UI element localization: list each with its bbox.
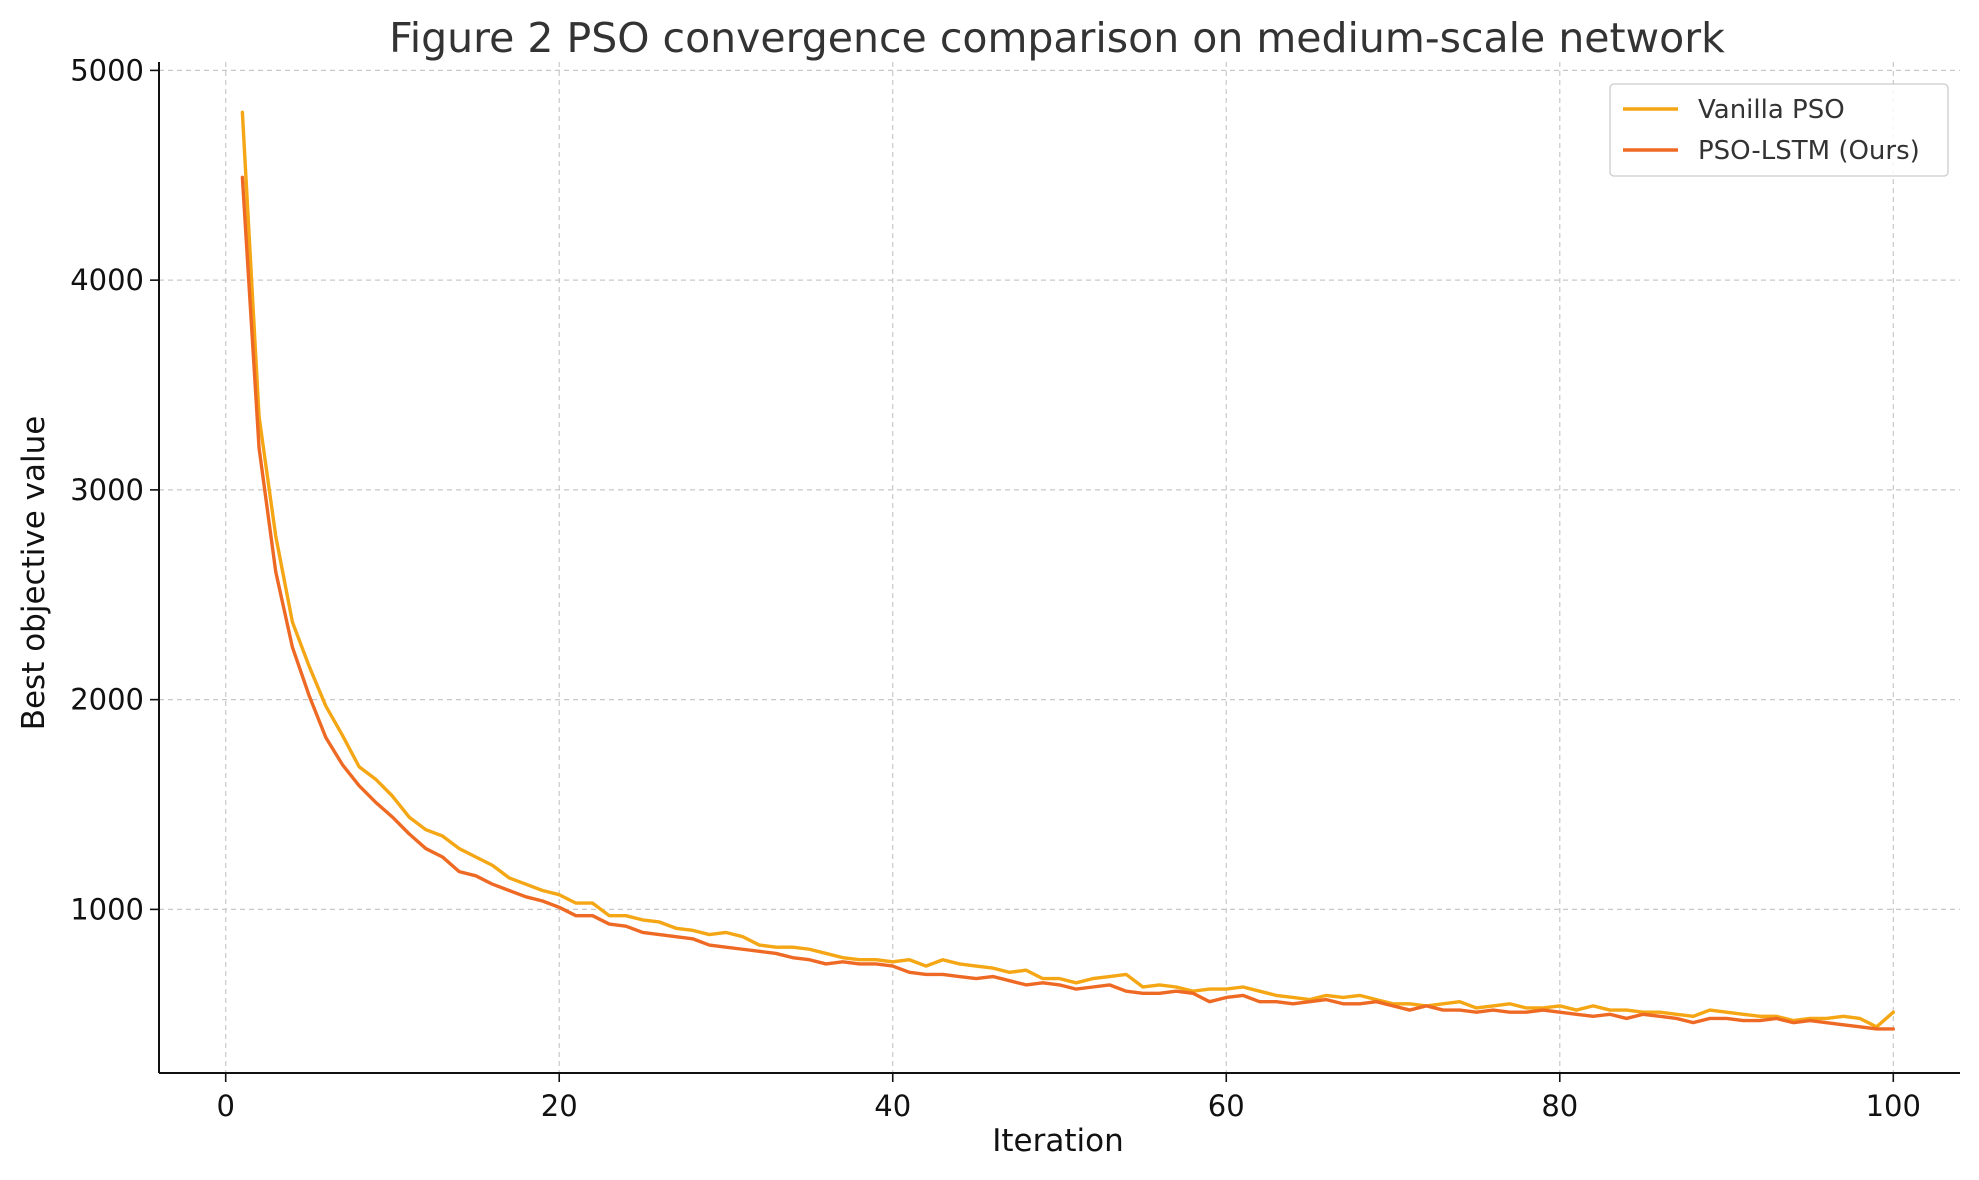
y-tick-label: 3000 (70, 473, 144, 507)
x-tick-label: 60 (1208, 1089, 1245, 1123)
x-tick-label: 40 (874, 1089, 911, 1123)
y-axis-label: Best objective value (16, 416, 52, 731)
y-tick-label: 2000 (70, 683, 144, 717)
series-lines (240, 110, 1896, 1031)
x-tick-label: 20 (541, 1089, 578, 1123)
series-line-pso-lstm (240, 175, 1896, 1031)
grid (159, 62, 1960, 1073)
x-tick-label: 0 (216, 1089, 234, 1123)
axes: 0 20 40 60 80 100 1000 2000 3000 4000 5000 (70, 53, 1960, 1123)
legend-frame (1609, 83, 1949, 177)
x-tick-label: 100 (1866, 1089, 1921, 1123)
y-tick-label: 5000 (70, 53, 144, 87)
series-line-vanilla-pso (240, 110, 1896, 1029)
legend: Vanilla PSO PSO-LSTM (Ours) (1609, 83, 1949, 177)
legend-label: PSO-LSTM (Ours) (1698, 136, 1920, 166)
x-axis-label: Iteration (992, 1123, 1124, 1159)
chart-title: Figure 2 PSO convergence comparison on m… (389, 14, 1725, 62)
x-tick-label: 80 (1541, 1089, 1578, 1123)
legend-label: Vanilla PSO (1698, 95, 1845, 125)
y-tick-label: 4000 (70, 263, 144, 297)
y-tick-label: 1000 (70, 892, 144, 926)
